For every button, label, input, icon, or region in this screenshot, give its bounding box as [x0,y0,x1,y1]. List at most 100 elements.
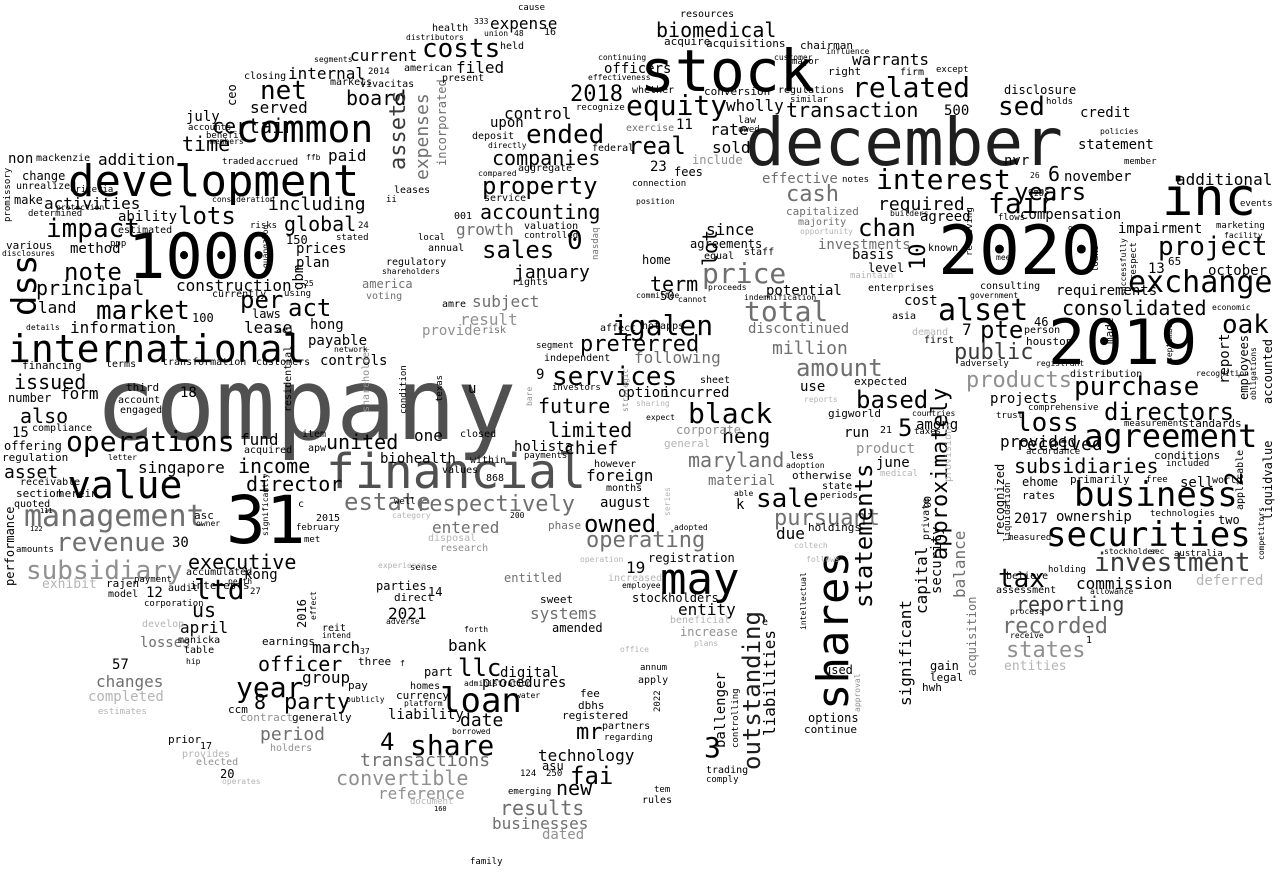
word-increased: increased [608,573,663,584]
word-e: e [762,617,769,628]
word-1000: 1000 [128,220,278,293]
word-250: 250 [546,769,563,779]
word-asset: asset [4,462,59,483]
word-owed: owed [738,125,760,135]
word-american: american [404,63,453,74]
word-holdings: holdings [808,521,861,534]
word-commission: commission [1076,574,1173,593]
word-less: less [790,451,815,462]
word-124: 124 [520,769,537,779]
word-service: service [484,193,527,204]
word-protection: protection [56,203,105,212]
word-exercise: exercise [626,123,675,134]
word-non: non [8,151,34,167]
word-material: material [708,473,776,489]
word-160: 160 [434,805,447,813]
word-parties: parties [376,579,427,593]
word-leases: leases [394,185,431,196]
word-position: position [636,197,675,206]
word-500: 500 [944,103,970,119]
word-entered: entered [432,518,500,537]
word-acquired: acquired [244,445,293,456]
word-manicka: manicka [178,635,221,646]
word-provides: provides [182,749,231,760]
word-subsidiary: subsidiary [26,556,183,586]
word-statements: statements [850,463,878,609]
word-cause: cause [518,3,546,13]
word-continuing: continuing [598,53,647,62]
word-15: 15 [12,425,29,441]
word-publicly: publicly [346,695,385,704]
word-payment: payment [134,575,172,585]
word-australia: australia [1174,549,1223,559]
word-trust: trust [996,411,1024,421]
word-used: used [824,663,853,677]
word-phase: phase [548,519,582,532]
word-events: events [1240,199,1273,209]
word-strategic: strategic [621,368,630,412]
word-years: years [1014,178,1087,206]
word-111: 111 [40,507,53,515]
word-asia: asia [892,311,917,322]
word-voting: voting [366,291,403,302]
word-whether: whether [632,85,675,96]
word-reit: reit [322,623,347,634]
word-november: november [1064,169,1132,185]
word-use: use [800,379,826,395]
word-law: law [738,115,757,126]
word-contract: contract [240,711,293,724]
word-terms: terms [106,359,137,370]
word-57: 57 [112,657,129,673]
word-demand: demand [912,327,949,338]
word-agreed: agreed [920,209,971,225]
word-biomedical: biomedical [656,18,777,42]
word-aggregate: aggregate [518,163,573,174]
word-affect: affect [600,323,637,334]
word-time: time [182,132,231,156]
word-impact: impact [46,214,140,244]
word-receivable: receivable [20,477,81,488]
word-sheet: sheet [700,375,731,386]
word-25: 25 [304,279,314,288]
word-following: following [634,348,721,367]
word-subject: subject [472,292,540,311]
word-owns: owns [1028,187,1050,197]
word-interests: interests [190,579,250,592]
word-equal: equal [704,251,735,262]
word-required: required [878,194,965,215]
word-intellectual: intellectual [799,572,808,630]
word-segments: segments [314,55,353,64]
word-6: 6 [1048,162,1061,186]
word-certain: certain [212,114,297,138]
word-pay: pay [348,679,368,692]
word-oak: oak [1222,310,1269,340]
word-filed: filed [456,58,505,77]
word-countries: countries [912,409,956,418]
word-continue: continue [804,723,857,736]
word-assessment: assessment [996,585,1057,596]
word-marketing: marketing [1216,221,1265,231]
word-follows: follows [806,555,840,564]
word-customers: customers [256,357,311,368]
word-plan: plan [296,255,330,271]
word-agreement: agreement [1084,417,1258,455]
word-k: k [736,497,745,513]
word-recognize: recognize [576,103,625,113]
word-ended: ended [526,120,605,150]
word-effectiveness: effectiveness [588,73,651,82]
word-option: option [618,385,669,401]
word-met: met [304,535,321,545]
word-conditions: conditions [1154,449,1221,462]
word-fees: fees [674,165,703,179]
word-losses: losses [140,635,191,651]
word-traded: traded [222,157,255,167]
word-new: new [556,776,593,800]
word-00: 00 [923,495,934,508]
word-herein: herein [58,487,98,500]
word-apw: apw [308,443,327,454]
word-series: series [663,487,672,516]
word-interest: interest [876,163,1011,196]
word-incorporated: incorporated [435,79,449,166]
word-made: made [1103,317,1116,345]
word-ceo: ceo [225,84,239,106]
